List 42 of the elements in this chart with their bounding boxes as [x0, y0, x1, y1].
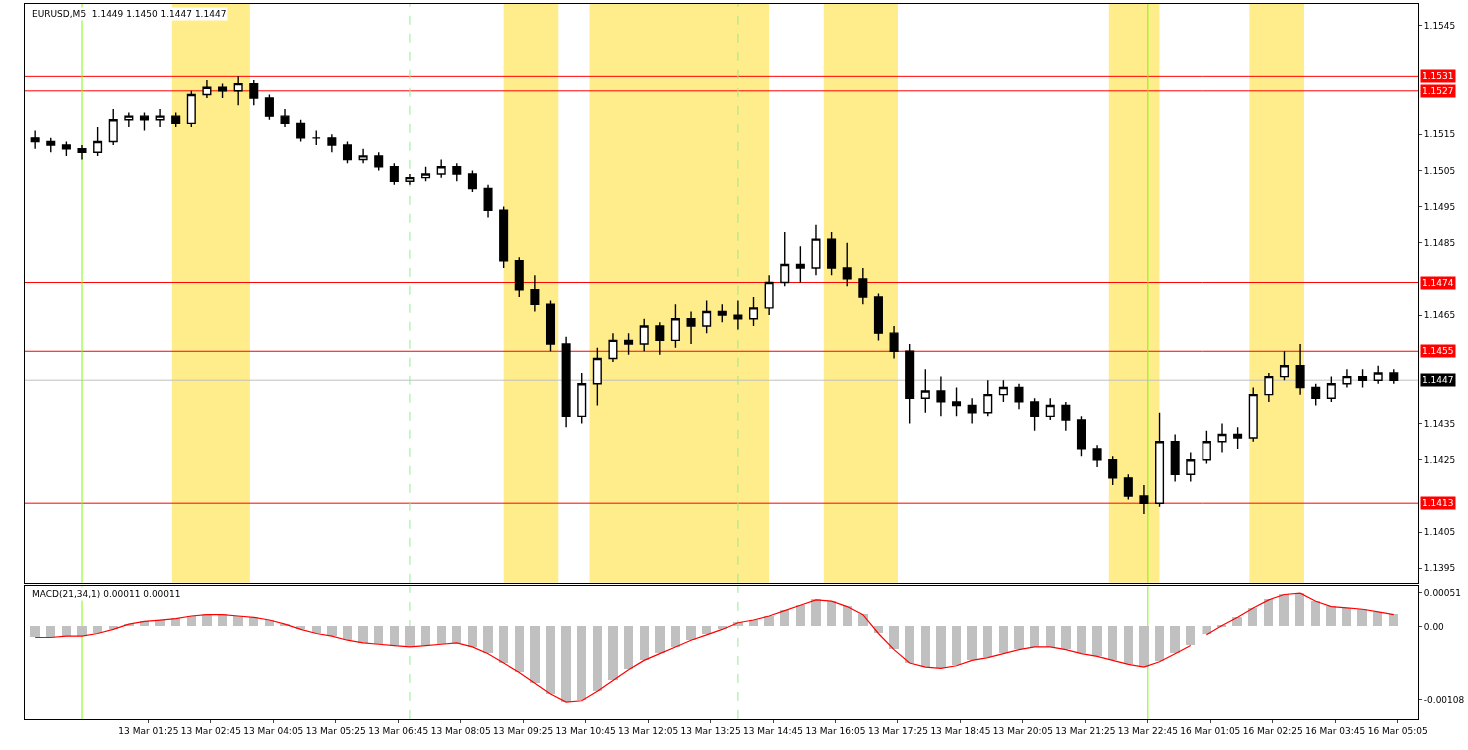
x-tick-label: 13 Mar 18:45 [930, 725, 991, 736]
y-tick-label: 1.1495 [1423, 201, 1456, 212]
text: EURUSD,M5 1.1449 1.1450 1.1447 1.1447 [32, 9, 227, 19]
y-tick-label: 1.1545 [1423, 20, 1456, 31]
y-tick-label: 1.1395 [1423, 563, 1456, 574]
x-tick-label: 16 Mar 02:25 [1242, 725, 1303, 736]
ref-line-label: 1.1413 [1422, 498, 1454, 508]
ref-line-label: 1.1455 [1422, 346, 1454, 356]
ref-line-label: 1.1527 [1422, 86, 1454, 96]
x-tick-label: 13 Mar 05:25 [305, 725, 366, 736]
x-tick-label: 13 Mar 06:45 [368, 725, 429, 736]
x-tick-label: 13 Mar 04:05 [243, 725, 304, 736]
y-tick-label: 0.00 [1423, 621, 1445, 632]
x-tick-label: 13 Mar 08:05 [430, 725, 491, 736]
x-tick-label: 16 Mar 05:05 [1367, 725, 1428, 736]
y-tick-label: 1.1405 [1423, 527, 1456, 538]
y-tick-label: 1.1465 [1423, 310, 1456, 321]
x-tick-label: 13 Mar 09:25 [493, 725, 554, 736]
x-tick-label: 13 Mar 22:45 [1117, 725, 1178, 736]
ref-line-label: 1.1474 [1422, 278, 1454, 288]
x-tick-label: 13 Mar 20:05 [992, 725, 1053, 736]
x-tick-label: 13 Mar 01:25 [118, 725, 179, 736]
x-tick-label: 16 Mar 03:45 [1305, 725, 1366, 736]
y-tick-label: 1.1485 [1423, 237, 1456, 248]
y-tick-label: 1.1505 [1423, 165, 1456, 176]
x-tick-label: 13 Mar 21:25 [1055, 725, 1116, 736]
ref-line-label: 1.1531 [1422, 71, 1454, 81]
x-tick-label: 13 Mar 17:25 [867, 725, 929, 736]
y-tick-label: 1.1515 [1423, 129, 1456, 140]
x-tick-label: 13 Mar 10:45 [555, 725, 616, 736]
x-tick-label: 13 Mar 16:05 [805, 725, 866, 736]
ref-line-label: 1.1447 [1422, 375, 1454, 385]
y-tick-label: 1.1425 [1423, 454, 1456, 465]
x-tick-label: 16 Mar 01:05 [1180, 725, 1241, 736]
chart-title: MACD(21,34,1) 0.00011 0.00011 [32, 589, 181, 599]
x-tick-label: 13 Mar 14:45 [742, 725, 804, 736]
x-tick-label: 13 Mar 12:05 [618, 725, 679, 736]
y-tick-label: -0.00108 [1423, 694, 1465, 705]
y-tick-label: 0.00051 [1423, 587, 1462, 598]
x-tick-label: 13 Mar 13:25 [680, 725, 741, 736]
x-tick-label: 13 Mar 02:45 [180, 725, 241, 736]
y-tick-label: 1.1435 [1423, 418, 1456, 429]
